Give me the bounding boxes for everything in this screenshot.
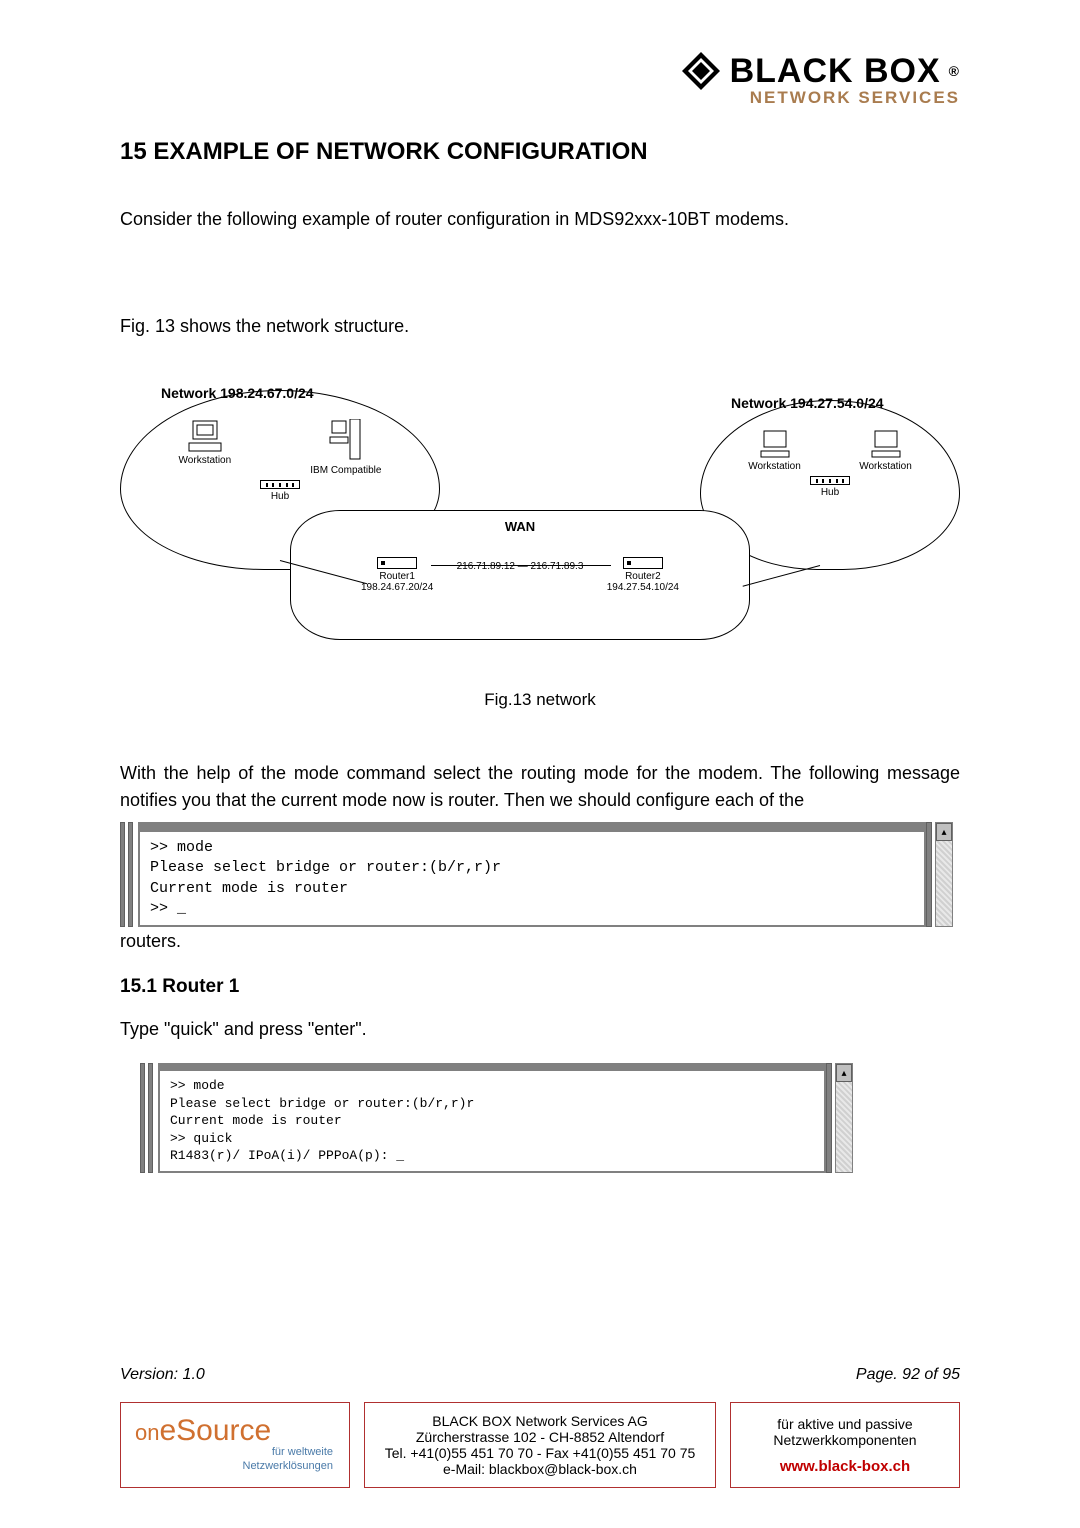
scroll-up-icon: ▴ <box>936 823 952 841</box>
workstation-icon: Workstation <box>859 429 912 472</box>
diamond-icon <box>680 50 722 92</box>
registered-mark: ® <box>949 63 960 79</box>
net2-title: Network 194.27.54.0/24 <box>731 395 884 411</box>
figure-intro: Fig. 13 shows the network structure. <box>120 313 960 340</box>
scroll-up-icon: ▴ <box>836 1064 852 1082</box>
wan-link-ips: 216.71.89.12 — 216.71.89.3 <box>457 561 584 572</box>
version-label: Version: 1.0 <box>120 1366 205 1384</box>
router1: Router1 198.24.67.20/24 <box>361 557 433 593</box>
workstation-icon: Workstation <box>748 429 801 472</box>
router2: Router2 194.27.54.10/24 <box>607 557 679 593</box>
brand-subtitle: NETWORK SERVICES <box>680 88 960 108</box>
ibm-icon: IBM Compatible <box>310 419 381 476</box>
terminal-screenshot-1: >> mode Please select bridge or router:(… <box>120 822 960 927</box>
brand-name: BLACK BOX <box>730 52 941 91</box>
page-footer: Version: 1.0 Page. 92 of 95 oneSource fü… <box>120 1366 960 1488</box>
hub-icon <box>810 476 850 485</box>
hub-icon <box>260 480 300 489</box>
net1-title: Network 198.24.67.0/24 <box>161 385 314 401</box>
onesource-logo-box: oneSource für weltweite Netzwerklösungen <box>120 1402 350 1488</box>
intro-paragraph: Consider the following example of router… <box>120 206 960 233</box>
quick-instruction: Type "quick" and press "enter". <box>120 1016 960 1043</box>
section-heading: 15 EXAMPLE OF NETWORK CONFIGURATION <box>120 138 960 166</box>
page-number: Page. 92 of 95 <box>856 1366 960 1384</box>
components-box: für aktive und passive Netzwerkkomponent… <box>730 1402 960 1488</box>
wan-label: WAN <box>501 519 539 534</box>
website-url: www.black-box.ch <box>745 1458 945 1475</box>
terminal-output: >> mode Please select bridge or router:(… <box>138 822 926 927</box>
network-diagram: Network 198.24.67.0/24 Workstation IBM C… <box>120 380 960 660</box>
terminal-output: >> mode Please select bridge or router:(… <box>158 1063 826 1173</box>
figure-caption: Fig.13 network <box>120 690 960 710</box>
mode-paragraph: With the help of the mode command select… <box>120 760 960 814</box>
subsection-heading: 15.1 Router 1 <box>120 976 960 998</box>
routers-continuation: routers. <box>120 931 960 952</box>
workstation-icon: Workstation <box>179 419 232 476</box>
terminal-screenshot-2: >> mode Please select bridge or router:(… <box>140 1063 860 1173</box>
brand-logo: BLACK BOX ® NETWORK SERVICES <box>120 50 960 108</box>
company-contact-box: BLACK BOX Network Services AG Zürcherstr… <box>364 1402 716 1488</box>
